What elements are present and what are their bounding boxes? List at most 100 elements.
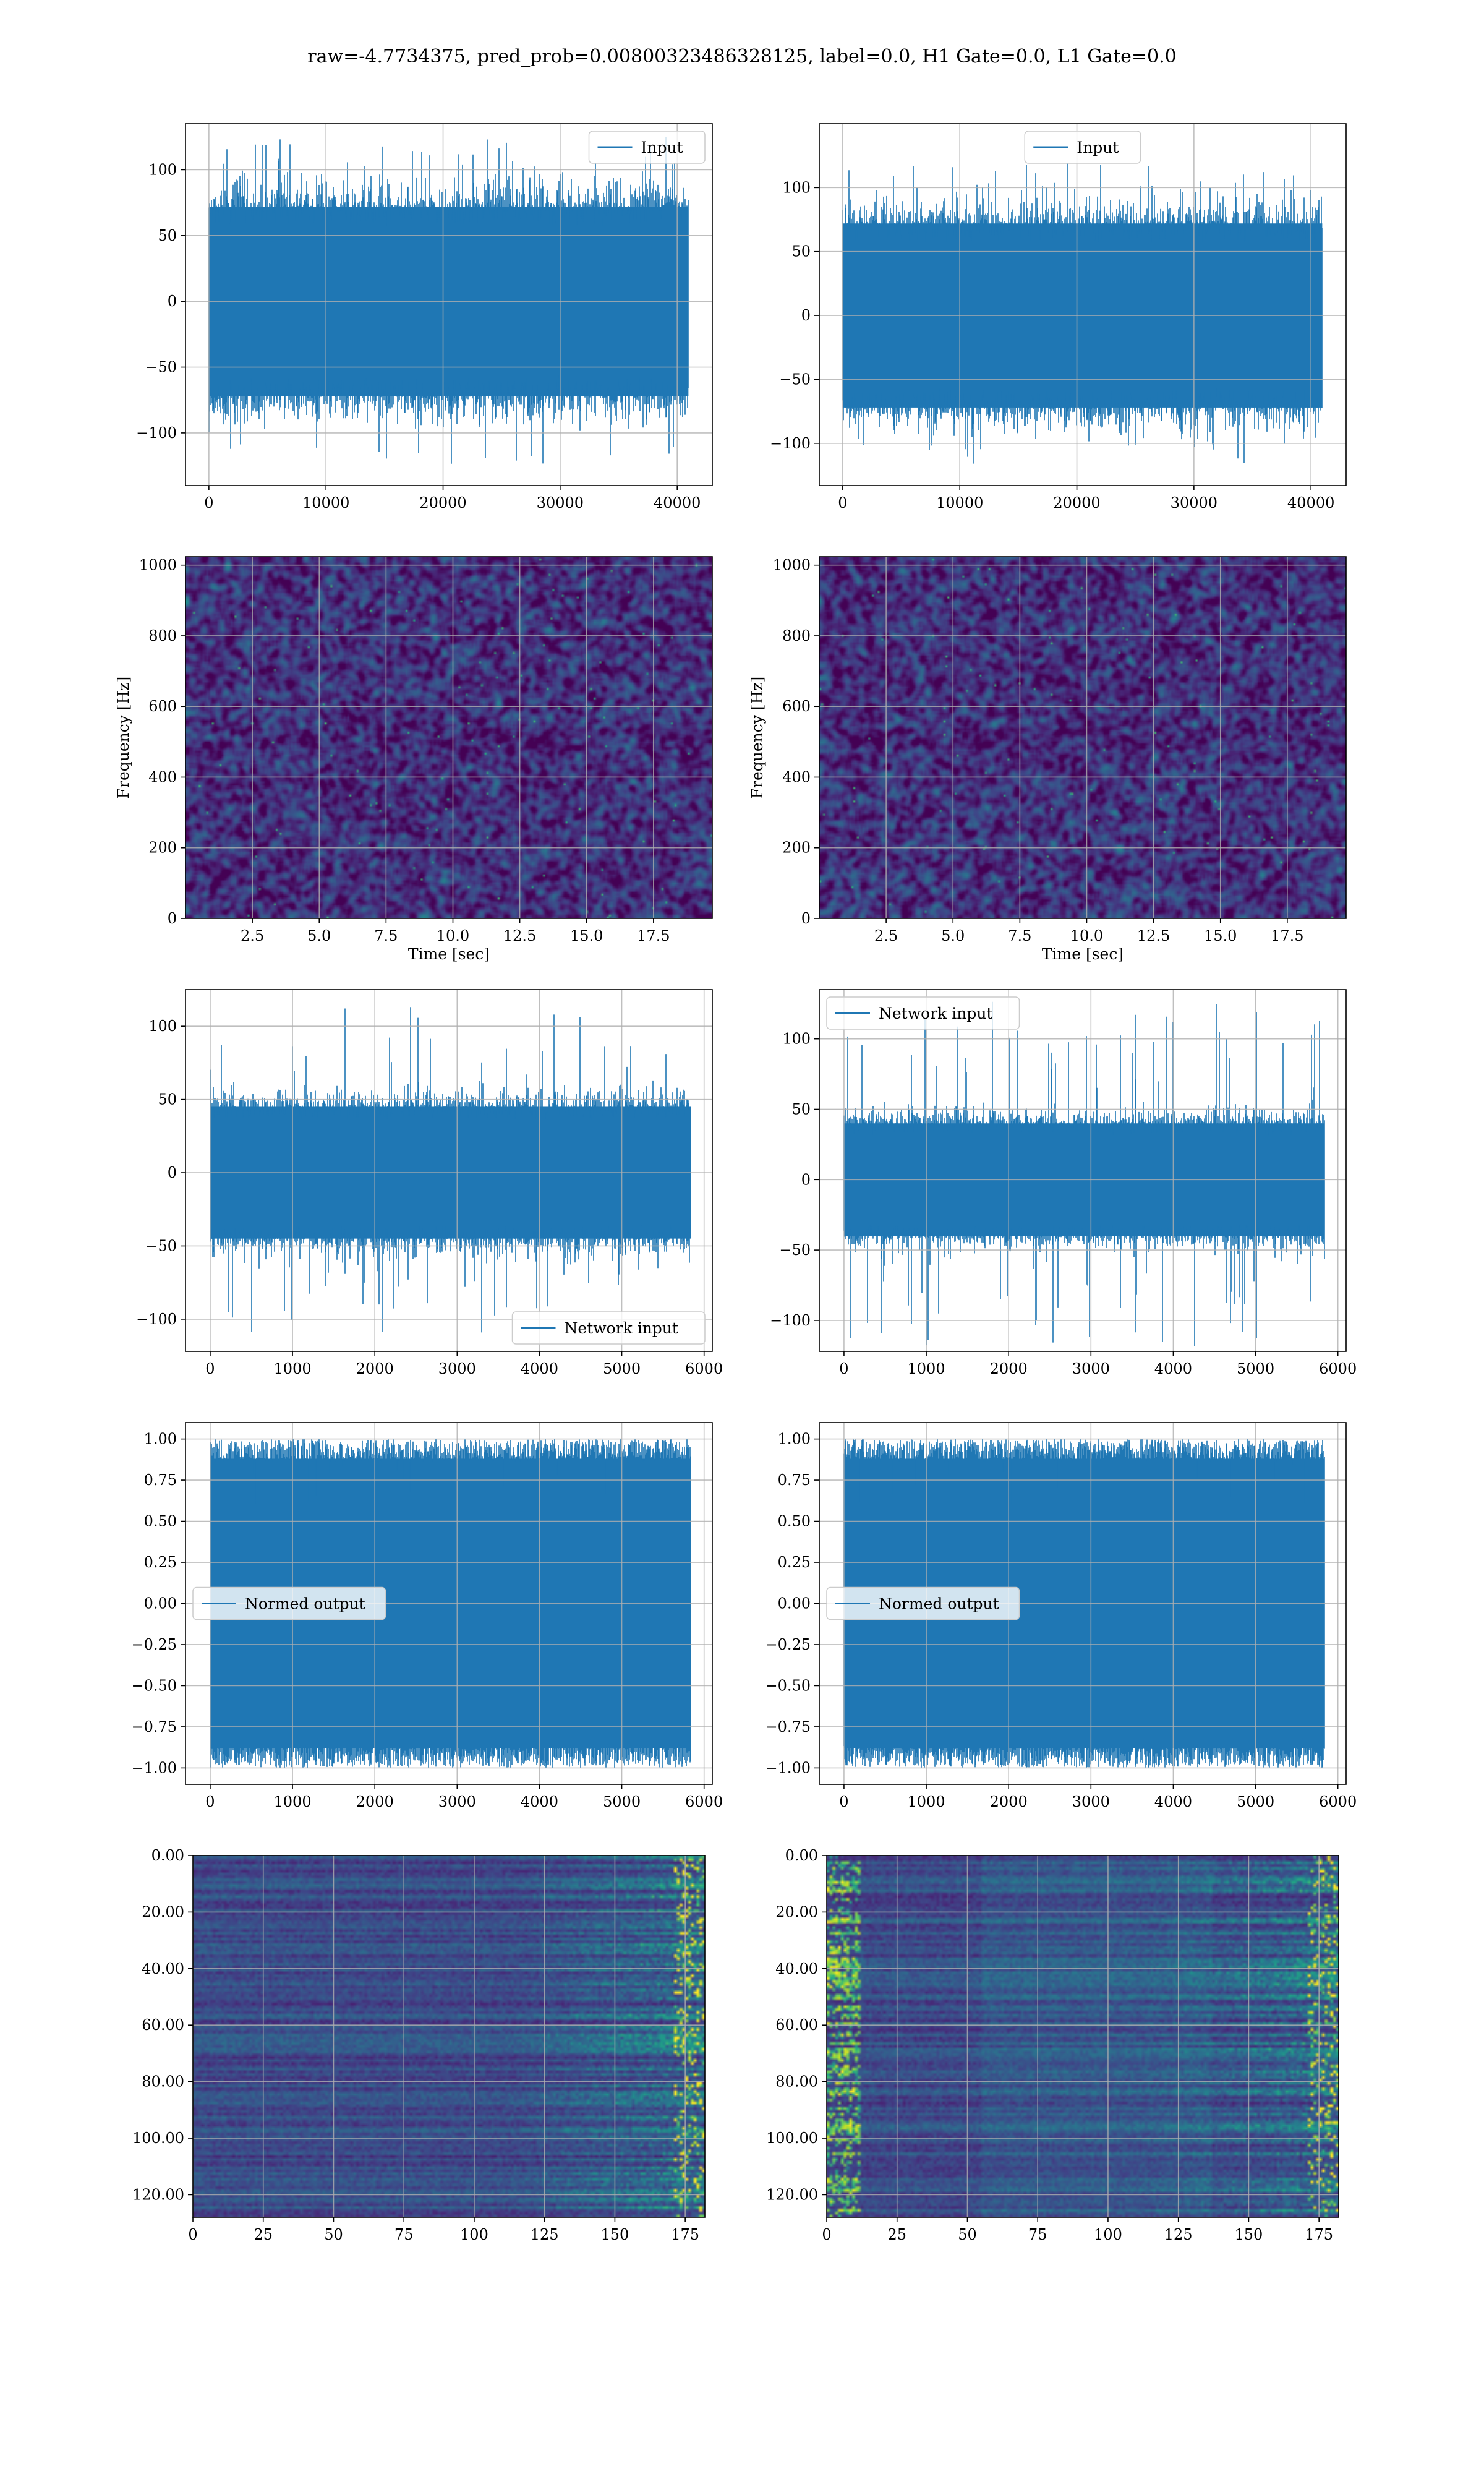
- x-tick-label: 5000: [603, 1793, 641, 1810]
- x-tick-label: 0: [839, 1360, 848, 1377]
- x-tick-label: 175: [1305, 2226, 1333, 2243]
- y-tick-label: 200: [148, 839, 177, 857]
- legend-label: Network input: [879, 1004, 992, 1022]
- legend: Network input: [826, 996, 1020, 1030]
- y-tick-label: 50: [791, 243, 811, 260]
- y-tick-label: 100: [148, 1017, 177, 1035]
- x-tick-label: 5000: [603, 1360, 641, 1377]
- x-tick-label: 6000: [1319, 1360, 1357, 1377]
- x-tick-label: 2000: [356, 1793, 394, 1810]
- heatmap-image: [186, 557, 712, 918]
- axes-frame: [826, 1855, 1339, 2218]
- y-tick-label: 600: [148, 698, 177, 715]
- y-tick-label: −50: [779, 370, 811, 388]
- y-tick-label: −50: [779, 1241, 811, 1259]
- legend: Network input: [511, 1311, 706, 1345]
- x-tick-label: 0: [205, 1360, 215, 1377]
- x-tick-label: 25: [887, 2226, 906, 2243]
- axes-frame: [819, 123, 1347, 486]
- legend-label: Input: [641, 139, 683, 156]
- axes-frame: [819, 556, 1347, 919]
- row1-right-axes: 0 10000 20000 30000 40000 −100 −50 0 50 100 Input: [770, 123, 1347, 511]
- axes-frame: [185, 989, 713, 1352]
- legend: Input: [588, 131, 706, 164]
- y-tick-label: −100: [770, 1312, 811, 1329]
- x-tick-label: 5.0: [307, 927, 331, 944]
- x-tick-label: 0: [838, 494, 847, 511]
- x-tick-label: 20000: [1053, 494, 1100, 511]
- x-tick-label: 4000: [1154, 1793, 1192, 1810]
- heatmap-image: [819, 557, 1346, 918]
- y-tick-label: 0.75: [144, 1471, 177, 1489]
- x-tick-label: 10.0: [1070, 927, 1103, 944]
- x-tick-label: 1000: [274, 1360, 312, 1377]
- legend-label: Input: [1077, 139, 1119, 156]
- row3-left-axes: 0 1000 2000 3000 4000 5000 6000 −100 −50 0 50 100 Ne…: [136, 989, 723, 1377]
- legend-label: Normed output: [245, 1595, 365, 1613]
- y-tick-label: 80.00: [775, 2073, 818, 2091]
- x-tick-label: 10000: [302, 494, 349, 511]
- y-tick-label: −0.50: [131, 1677, 177, 1694]
- y-tick-label: −0.50: [765, 1677, 811, 1694]
- x-tick-label: 50: [958, 2226, 977, 2243]
- x-tick-label: 125: [531, 2226, 559, 2243]
- row2-right-axes: 2.5 5.0 7.5 10.0 12.5 15.0 17.5 0 200 400 600 800 10…: [748, 556, 1347, 963]
- x-tick-label: 2000: [990, 1793, 1028, 1810]
- x-tick-label: 100: [460, 2226, 488, 2243]
- heatmap-image: [193, 1856, 705, 2217]
- x-tick-label: 3000: [438, 1360, 476, 1377]
- axes-frame: [185, 556, 713, 919]
- x-tick-label: 7.5: [374, 927, 398, 944]
- axes-frame: [192, 1855, 706, 2218]
- y-tick-label: 1.00: [144, 1431, 177, 1448]
- x-tick-label: 40000: [1287, 494, 1334, 511]
- x-tick-label: 25: [254, 2226, 273, 2243]
- x-tick-label: 12.5: [503, 927, 536, 944]
- x-tick-label: 125: [1164, 2226, 1193, 2243]
- x-axis-label: Time [sec]: [408, 945, 490, 963]
- x-tick-label: 0: [839, 1793, 848, 1810]
- y-tick-label: 50: [791, 1100, 811, 1118]
- y-tick-label: 50: [158, 227, 177, 244]
- y-tick-label: −1.00: [131, 1759, 177, 1776]
- x-tick-label: 10000: [936, 494, 983, 511]
- y-tick-label: 0.00: [785, 1847, 818, 1864]
- x-tick-label: 4000: [521, 1793, 558, 1810]
- x-tick-label: 0: [204, 494, 213, 511]
- row3-right-axes: 0 1000 2000 3000 4000 5000 6000 −100 −50 0 50 100 Ne…: [770, 989, 1357, 1377]
- x-tick-label: 75: [1028, 2226, 1047, 2243]
- y-tick-label: 80.00: [142, 2073, 184, 2091]
- legend-label: Normed output: [879, 1595, 999, 1613]
- y-tick-label: 0.25: [144, 1554, 177, 1571]
- x-tick-label: 5000: [1237, 1360, 1274, 1377]
- y-tick-label: 600: [782, 698, 811, 715]
- y-tick-label: 1.00: [778, 1431, 811, 1448]
- x-tick-label: 150: [601, 2226, 629, 2243]
- y-tick-label: −0.25: [765, 1636, 811, 1653]
- x-tick-label: 6000: [685, 1360, 723, 1377]
- y-tick-label: 200: [782, 839, 811, 857]
- x-tick-label: 75: [394, 2226, 414, 2243]
- y-tick-label: 400: [148, 768, 177, 785]
- x-tick-label: 175: [671, 2226, 699, 2243]
- x-tick-label: 12.5: [1137, 927, 1170, 944]
- x-tick-label: 2000: [356, 1360, 394, 1377]
- y-tick-label: 0.50: [778, 1513, 811, 1530]
- y-tick-label: −50: [145, 1237, 177, 1254]
- heatmap-image: [827, 1856, 1339, 2217]
- x-tick-label: 4000: [521, 1360, 558, 1377]
- row5-right-axes: 0 25 50 75 100 125 150 175 0.00 20.00 40.00 60.00 80…: [766, 1847, 1339, 2243]
- y-tick-label: 60.00: [775, 2016, 818, 2034]
- y-tick-label: 0: [168, 910, 177, 927]
- x-tick-label: 50: [324, 2226, 343, 2243]
- y-tick-label: −0.25: [131, 1636, 177, 1653]
- x-axis-label: Time [sec]: [1042, 945, 1124, 963]
- row2-left-axes: 2.5 5.0 7.5 10.0 12.5 15.0 17.5 0 200 400 600 800 10…: [114, 556, 713, 963]
- y-axis-label: Frequency [Hz]: [748, 677, 766, 799]
- x-tick-label: 10.0: [437, 927, 469, 944]
- row5-left-axes: 0 25 50 75 100 125 150 175 0.00 20.00 40.00 60.00 80…: [132, 1847, 706, 2243]
- x-tick-label: 15.0: [1204, 927, 1237, 944]
- legend: Normed output: [826, 1586, 1020, 1620]
- x-tick-label: 7.5: [1008, 927, 1031, 944]
